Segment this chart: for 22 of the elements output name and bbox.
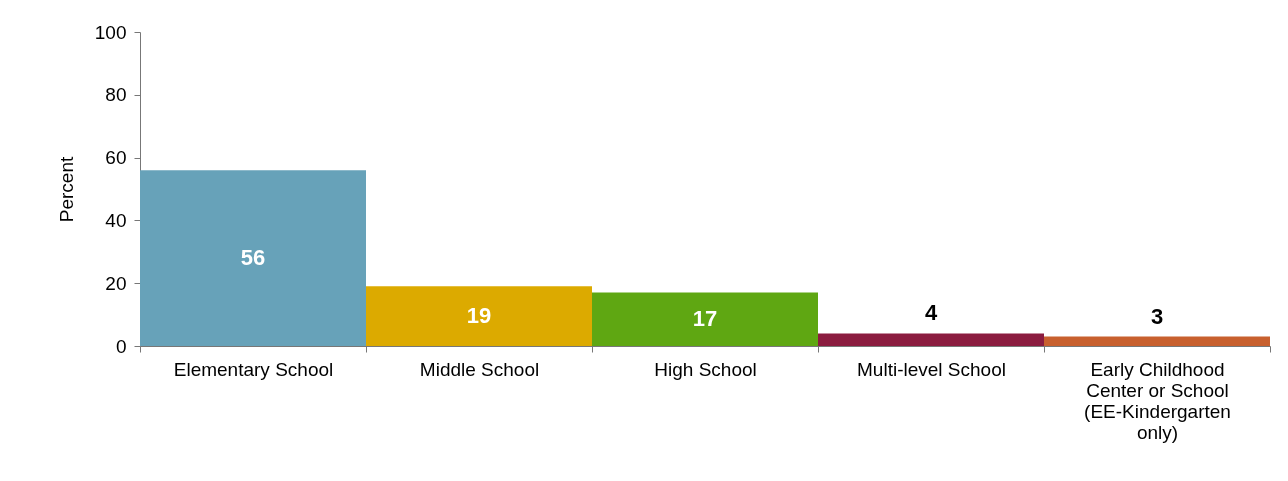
- y-tick-label: 80: [105, 84, 127, 106]
- bar: [818, 333, 1044, 346]
- x-tick-label: Multi-level School: [857, 358, 1006, 380]
- y-axis-title: Percent: [55, 156, 77, 223]
- y-tick-label: 0: [115, 335, 127, 357]
- data-label: 4: [924, 300, 938, 326]
- data-label: 17: [692, 306, 718, 332]
- x-tick-label: Middle School: [419, 358, 540, 380]
- bar: [592, 292, 818, 346]
- bar: [1044, 336, 1270, 346]
- data-label: 56: [240, 245, 266, 271]
- data-label: 3: [1150, 303, 1164, 329]
- x-tick-label: High School: [654, 358, 757, 380]
- y-tick-label: 40: [105, 209, 127, 231]
- y-tick-label: 100: [94, 21, 127, 43]
- x-tick-label: Elementary School: [173, 358, 334, 380]
- data-label: 19: [466, 303, 492, 329]
- bar: [366, 286, 592, 346]
- y-tick-label: 60: [105, 147, 127, 169]
- bar: [140, 170, 366, 346]
- y-tick-label: 20: [105, 272, 127, 294]
- x-tick-label: Early Childhood Center or School (EE-Kindergarten only): [1084, 358, 1231, 443]
